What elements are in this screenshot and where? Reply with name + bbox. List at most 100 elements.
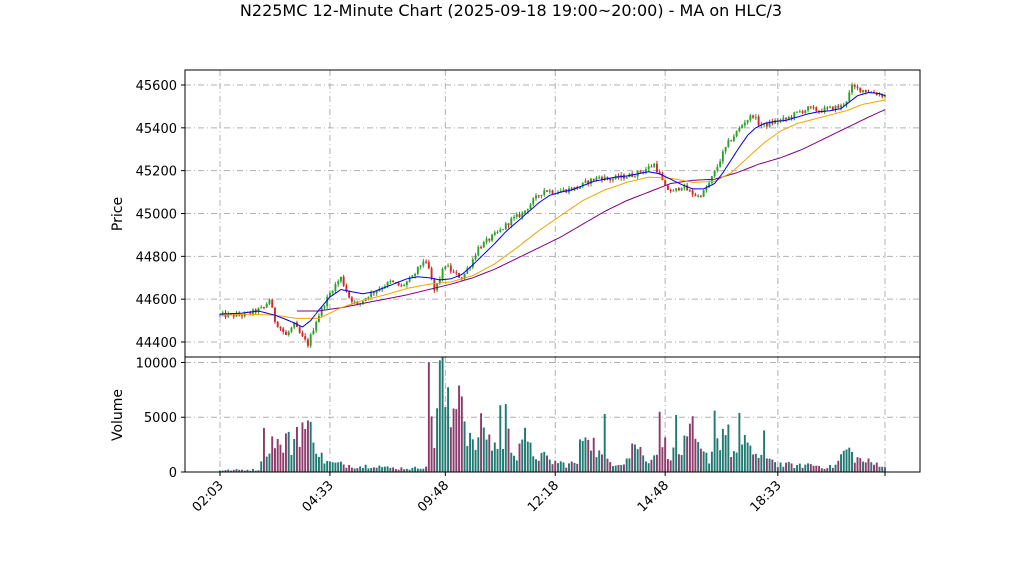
- candle-body: [375, 291, 378, 294]
- volume-bar: [466, 446, 469, 472]
- volume-bar: [265, 456, 268, 472]
- volume-bar: [235, 469, 238, 472]
- volume-bar: [458, 385, 461, 472]
- candle-body: [535, 195, 537, 199]
- candle-body: [526, 209, 529, 211]
- volume-bar: [565, 467, 568, 472]
- candle-body: [686, 185, 689, 191]
- candle-body: [493, 232, 496, 235]
- volume-bar: [482, 427, 485, 472]
- candle-body: [471, 259, 474, 268]
- ma-fast-line: [219, 91, 886, 328]
- candle-body: [774, 120, 777, 124]
- volume-bar: [554, 460, 557, 472]
- volume-bar: [738, 412, 741, 472]
- volume-bar: [617, 464, 620, 472]
- candle-body: [337, 281, 340, 285]
- candle-body: [430, 268, 433, 279]
- candle-body: [408, 277, 411, 282]
- volume-bar: [601, 454, 603, 472]
- volume-bar: [752, 454, 755, 472]
- candle-body: [496, 231, 499, 233]
- volume-bar: [507, 428, 510, 472]
- candle-body: [309, 334, 312, 346]
- volume-bar: [873, 464, 875, 472]
- candle-body: [350, 297, 353, 302]
- candle-body: [787, 116, 790, 120]
- volume-bar: [397, 469, 400, 472]
- volume-bar: [249, 470, 252, 472]
- volume-bar: [664, 437, 667, 472]
- volume-bar: [867, 458, 870, 472]
- candle-body: [708, 182, 711, 188]
- volume-bar: [284, 433, 287, 472]
- candle-body: [265, 303, 268, 308]
- candle-body: [823, 107, 826, 113]
- candle-body: [515, 214, 518, 217]
- candle-body: [834, 105, 837, 111]
- candle-body: [436, 282, 439, 291]
- candle-body: [312, 330, 315, 335]
- candle-body: [411, 275, 414, 278]
- volume-y-tick-label: 5000: [144, 411, 177, 426]
- candle-body: [878, 94, 881, 96]
- volume-bar: [680, 455, 683, 472]
- candle-body: [716, 166, 719, 171]
- candle-body: [639, 170, 642, 173]
- volume-bar: [779, 462, 782, 472]
- volume-bar: [650, 459, 653, 472]
- candle-body: [851, 85, 853, 93]
- ma-mid-line: [219, 99, 886, 319]
- candle-body: [537, 195, 540, 197]
- volume-bar: [526, 441, 529, 472]
- volume-bar: [573, 462, 576, 472]
- volume-bar: [320, 452, 323, 472]
- candle-body: [287, 331, 290, 335]
- volume-bar: [353, 468, 356, 472]
- volume-bar: [809, 464, 812, 472]
- candle-body: [540, 194, 543, 196]
- volume-bar: [727, 424, 730, 472]
- candle-body: [754, 116, 757, 118]
- volume-bar: [444, 406, 447, 472]
- candle-body: [785, 117, 788, 120]
- candle-body: [447, 265, 450, 267]
- volume-bar: [697, 442, 700, 472]
- volume-bar: [480, 413, 483, 472]
- volume-bar: [449, 427, 452, 472]
- candle-body: [584, 180, 587, 183]
- volume-bar: [661, 447, 664, 472]
- volume-bar: [787, 461, 790, 472]
- candle-body: [705, 187, 708, 191]
- candle-body: [241, 315, 243, 317]
- volume-bar: [853, 462, 856, 472]
- volume-bar: [713, 410, 716, 472]
- candle-body: [881, 94, 884, 97]
- volume-bar: [403, 469, 406, 472]
- volume-bar: [441, 357, 444, 472]
- volume-bar: [372, 467, 375, 472]
- candle-body: [807, 106, 810, 111]
- candle-body: [793, 112, 796, 118]
- candle-body: [771, 121, 774, 124]
- candle-body: [403, 284, 406, 286]
- candle-body: [609, 178, 612, 181]
- volume-bar: [447, 387, 450, 472]
- volume-bar: [655, 454, 658, 472]
- volume-bar: [677, 454, 680, 472]
- volume-bar: [570, 461, 573, 472]
- candle-body: [826, 107, 829, 109]
- volume-bar: [614, 465, 617, 472]
- candle-body: [644, 169, 647, 173]
- volume-bar: [414, 466, 417, 472]
- candle-body: [551, 190, 554, 194]
- volume-bars: [219, 357, 886, 472]
- volume-bar: [823, 468, 826, 472]
- candle-body: [765, 123, 768, 127]
- candle-body: [688, 190, 691, 192]
- candle-body: [587, 180, 590, 184]
- volume-bar: [535, 459, 537, 472]
- volume-bar: [633, 444, 636, 472]
- volume-bar: [644, 461, 647, 472]
- candle-body: [752, 115, 755, 118]
